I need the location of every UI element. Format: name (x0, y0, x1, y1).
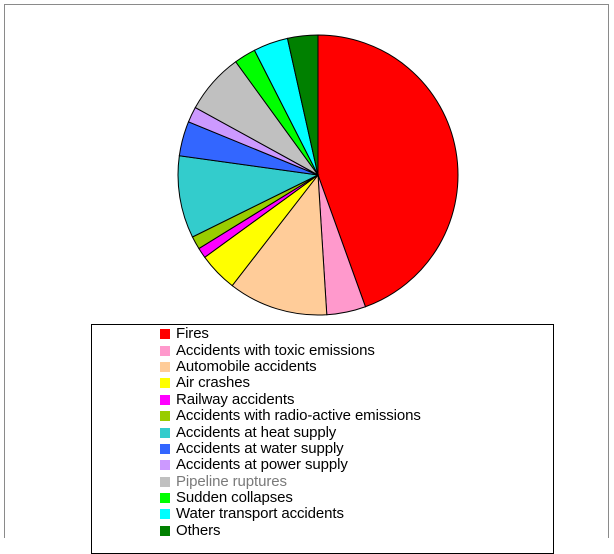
legend-swatch (160, 361, 170, 372)
legend: Fires Accidents with toxic emissions Autom… (91, 324, 554, 554)
legend-label: Accidents at heat supply (176, 423, 337, 441)
legend-item-accidents-with-toxic-emissions: Accidents with toxic emissions (160, 342, 421, 358)
legend-label: Accidents at power supply (176, 456, 348, 474)
legend-item-accidents-at-heat-supply: Accidents at heat supply (160, 424, 421, 440)
pie-chart (177, 34, 459, 316)
legend-swatch (160, 493, 170, 504)
legend-item-accidents-at-water-supply: Accidents at water supply (160, 439, 421, 457)
legend-list: Fires Accidents with toxic emissions Autom… (160, 326, 421, 539)
legend-label: Accidents at water supply (176, 439, 344, 457)
chart-frame: Fires Accidents with toxic emissions Autom… (4, 4, 609, 554)
legend-label: Water transport accidents (176, 505, 344, 523)
legend-swatch (160, 476, 170, 487)
legend-item-accidents-with-radio-active-emissions: Accidents with radio-active emissions (160, 408, 421, 424)
legend-swatch (160, 427, 170, 438)
legend-swatch (160, 411, 170, 422)
legend-swatch (160, 378, 170, 389)
legend-swatch (160, 460, 170, 471)
legend-swatch (160, 394, 170, 405)
legend-label: Air crashes (176, 374, 250, 392)
pie-slice-automobile-accidents (231, 173, 328, 316)
legend-item-sudden-collapses: Sudden collapses (160, 490, 421, 506)
legend-label: Accidents with radio-active emissions (176, 407, 421, 425)
legend-item-fires: Fires (160, 326, 421, 342)
legend-item-railway-accidents: Railway accidents (160, 390, 421, 408)
legend-label: Sudden collapses (176, 489, 293, 507)
legend-label: Fires (176, 325, 209, 343)
legend-item-automobile-accidents: Automobile accidents (160, 357, 421, 375)
pie-slice-fires (317, 34, 459, 308)
legend-item-accidents-at-power-supply: Accidents at power supply (160, 457, 421, 473)
legend-label: Pipeline ruptures (176, 472, 287, 490)
legend-item-air-crashes: Air crashes (160, 375, 421, 391)
legend-label: Others (176, 521, 221, 539)
pie-slice-accidents-at-heat-supply (177, 155, 320, 238)
legend-swatch (160, 443, 170, 454)
pie-slice-others (286, 34, 319, 176)
legend-item-water-transport-accidents: Water transport accidents (160, 506, 421, 522)
legend-item-pipeline-ruptures: Pipeline ruptures (160, 472, 421, 490)
legend-swatch (160, 345, 170, 356)
legend-label: Railway accidents (176, 390, 295, 408)
legend-swatch (160, 329, 170, 340)
legend-swatch (160, 509, 170, 520)
legend-label: Automobile accidents (176, 357, 317, 375)
legend-swatch (160, 525, 170, 536)
legend-label: Accidents with toxic emissions (176, 341, 375, 359)
legend-item-others: Others (160, 521, 421, 539)
